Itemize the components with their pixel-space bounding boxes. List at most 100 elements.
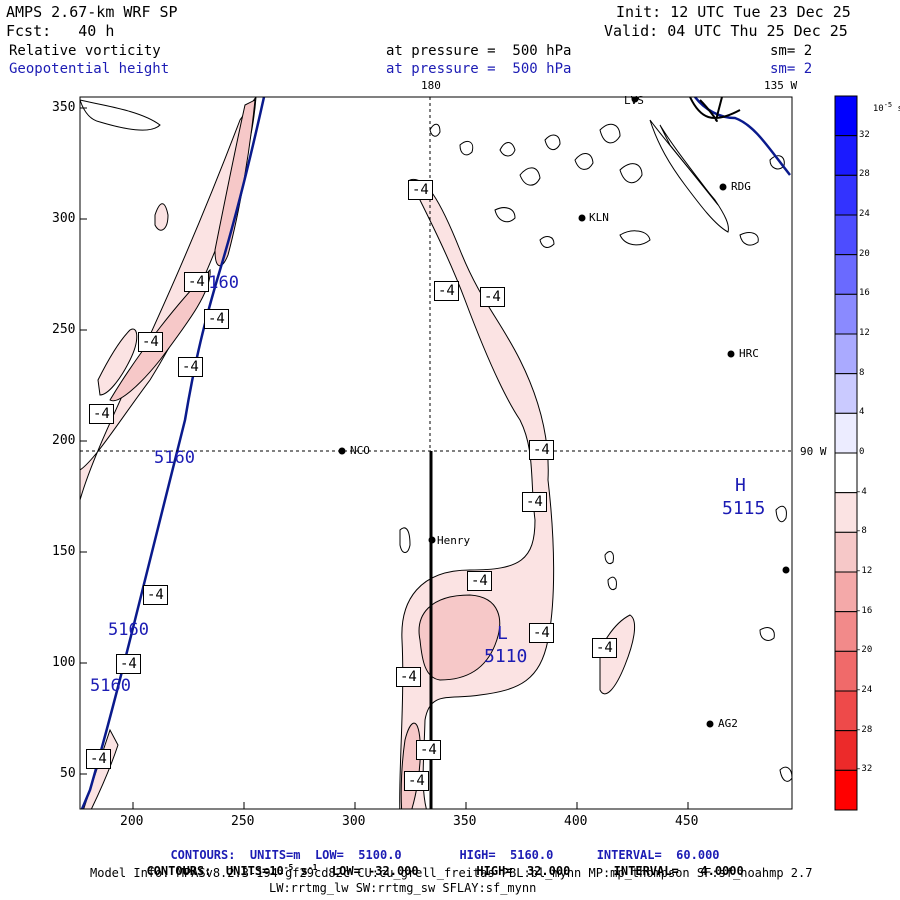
colorbar-swatch: [834, 769, 858, 811]
station-dot-kln: [578, 214, 586, 222]
station-label-nco: NCO: [350, 444, 370, 457]
colorbar-tick-label: -20: [856, 645, 873, 656]
x-tick-label: 300: [342, 814, 366, 829]
y-tick-label: 300: [52, 211, 76, 226]
colorbar-tick-label: 16: [859, 288, 870, 299]
vorticity-contour-label: -4: [408, 180, 433, 200]
colorbar-swatch: [834, 293, 858, 335]
field2-smooth: sm= 2: [770, 61, 813, 77]
vorticity-contour-label: -4: [184, 272, 209, 292]
footer-contours-height: CONTOURS: UNITS=m LOW= 5100.0 HIGH= 5160…: [170, 848, 720, 862]
colorbar-swatch: [834, 730, 858, 771]
station-dot-hrc: [727, 350, 735, 358]
colorbar-tick-label: -12: [856, 566, 873, 576]
vorticity-contour-label: -4: [396, 667, 421, 687]
colorbar-tick-label: 24: [859, 209, 870, 219]
colorbar-swatch: [834, 531, 858, 573]
high-value: 5115: [722, 498, 766, 519]
y-tick-label: 100: [52, 655, 76, 670]
colorbar-tick-label: 4: [859, 407, 865, 418]
colorbar-swatch: [834, 492, 858, 533]
high-marker: H: [735, 475, 746, 496]
y-tick-label: 200: [52, 433, 76, 448]
low-value: 5110: [484, 646, 528, 667]
colorbar-swatch: [834, 214, 858, 256]
colorbar: [834, 95, 858, 811]
vorticity-contours-small: [80, 99, 792, 782]
vorticity-contour-label: -4: [143, 585, 168, 605]
footer-model-info-2: LW:rrtmg_lw SW:rrtmg_sw SFLAY:sf_mynn: [269, 881, 537, 895]
lon-label-90w: 90 W: [800, 445, 827, 458]
vorticity-contour-label: -4: [204, 309, 229, 329]
colorbar-swatch: [834, 690, 858, 732]
height-label: 5160: [154, 448, 195, 468]
x-tick-label: 200: [120, 814, 144, 829]
colorbar-swatch: [834, 452, 858, 494]
station-label-rdg: RDG: [731, 180, 751, 193]
station-dot-nco: [338, 447, 346, 455]
coastline: [689, 97, 741, 122]
station-dot-lvs: [631, 97, 639, 103]
forecast-hour: Fcst: 40 h: [6, 22, 115, 40]
colorbar-tick-label: -24: [856, 685, 873, 695]
vorticity-contour-label: -4: [529, 440, 554, 460]
model-title: AMPS 2.67-km WRF SP: [6, 3, 178, 21]
colorbar-unit: 10-5 s-1: [872, 101, 900, 114]
y-tick-label: 250: [52, 322, 76, 337]
station-dot-henry: [428, 536, 436, 544]
station-label-henry: Henry: [437, 534, 471, 547]
field1-name: Relative vorticity: [9, 43, 161, 59]
colorbar-tick-label: -16: [856, 605, 873, 616]
colorbar-swatch: [834, 95, 858, 137]
station-dot-rdg: [719, 183, 727, 191]
field1-smooth: sm= 2: [770, 43, 813, 59]
vorticity-contour-label: -4: [178, 357, 203, 377]
y-tick-label: 50: [60, 766, 76, 781]
station-label-kln: KLN: [589, 211, 609, 224]
footer-contours-vorticity: CONTOURS: UNITS=10-5 s-1 LOW= -32.000 HI…: [146, 863, 744, 878]
colorbar-tick-label: 8: [859, 367, 865, 378]
colorbar-tick-label: 20: [859, 248, 870, 259]
vorticity-contour-label: -4: [522, 492, 547, 512]
lon-label-180: 180: [421, 79, 441, 92]
colorbar-swatch: [834, 373, 858, 414]
footer-model-info: Model Info: MPASv8.2.3-194-gf29cd82c CU:…: [90, 866, 813, 880]
y-tick-label: 150: [52, 544, 76, 559]
colorbar-swatch: [834, 254, 858, 295]
colorbar-swatch: [834, 135, 858, 176]
colorbar-swatch: [834, 611, 858, 652]
station-label-lvs: LVS: [624, 94, 644, 107]
station-markers: [338, 97, 790, 728]
y-tick-label: 350: [52, 100, 76, 115]
vorticity-contour-label: -4: [416, 740, 441, 760]
x-tick-label: 250: [231, 814, 255, 829]
station-dot-edge: [782, 566, 790, 574]
colorbar-swatch: [834, 650, 858, 692]
colorbar-tick-label: -4: [856, 486, 867, 497]
y-axis-ticks: [80, 107, 87, 775]
colorbar-tick-label: -28: [856, 724, 873, 735]
vorticity-contour-label: -4: [89, 404, 114, 424]
colorbar-tick-label: -8: [856, 526, 867, 537]
low-marker: L: [497, 623, 508, 644]
height-label: 5160: [90, 676, 131, 696]
plot-frame: [79, 96, 793, 810]
colorbar-swatch: [834, 571, 858, 613]
vorticity-contour-label: -4: [434, 281, 459, 301]
station-dot-ag2: [706, 720, 714, 728]
init-time: Init: 12 UTC Tue 23 Dec 25: [616, 3, 851, 21]
lon-label-135w: 135 W: [764, 79, 798, 92]
colorbar-tick-label: 32: [859, 129, 870, 140]
field1-level: at pressure = 500 hPa: [386, 43, 572, 59]
vorticity-contour-label: -4: [480, 287, 505, 307]
field2-level: at pressure = 500 hPa: [386, 61, 572, 77]
colorbar-tick-label: 0: [859, 447, 865, 457]
valid-time: Valid: 04 UTC Thu 25 Dec 25: [604, 22, 848, 40]
colorbar-tick-label: 12: [859, 328, 870, 338]
x-tick-label: 450: [675, 814, 699, 829]
field2-name: Geopotential height: [9, 61, 170, 77]
colorbar-swatch: [834, 412, 858, 454]
station-label-hrc: HRC: [739, 347, 759, 360]
vorticity-contour-label: -4: [116, 654, 141, 674]
vorticity-contour-label: -4: [86, 749, 111, 769]
